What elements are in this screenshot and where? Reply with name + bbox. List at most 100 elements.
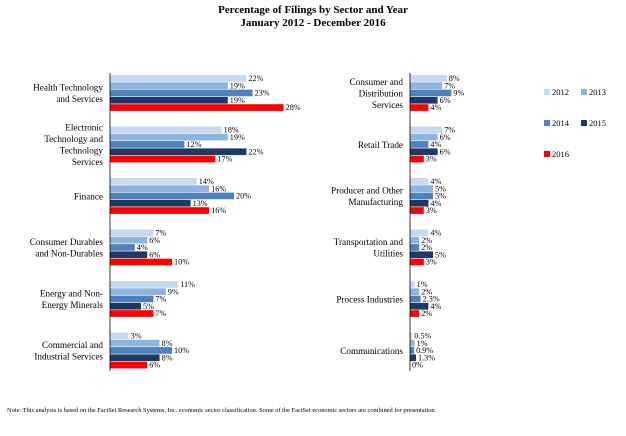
bar-2015	[410, 148, 438, 156]
category-label: Transportation and Utilities	[334, 237, 404, 259]
bar-2012	[110, 229, 154, 237]
data-label: 3%	[426, 155, 437, 164]
data-label: 4%	[430, 140, 441, 149]
bar-2015	[110, 302, 141, 310]
data-label: 16%	[211, 184, 226, 193]
legend-swatch-2016	[544, 151, 550, 157]
category-label: Finance	[74, 191, 103, 201]
data-label: 6%	[440, 147, 451, 156]
data-label: 22%	[248, 147, 263, 156]
data-label: 2%	[421, 287, 432, 296]
bar-2015	[410, 199, 429, 207]
chart-subtitle: January 2012 - December 2016	[240, 17, 386, 29]
bar-2014	[410, 347, 415, 354]
legend-label: 2012	[552, 87, 569, 97]
legend-swatch-2015	[581, 120, 587, 126]
data-label: 4%	[430, 199, 441, 208]
bar-2014	[410, 192, 433, 200]
bar-2013	[410, 82, 443, 89]
bar-2015	[410, 302, 429, 310]
bar-2016	[110, 207, 210, 214]
bar-2012	[410, 281, 415, 288]
bar-2015	[110, 251, 148, 259]
legend-swatch-2014	[544, 120, 550, 126]
chart-panel-left: Health Technology and Services22%19%23%19…	[30, 73, 301, 371]
bar-2016	[410, 258, 424, 266]
data-label: 2%	[421, 236, 432, 245]
data-label: 4%	[430, 103, 441, 112]
bar-2014	[110, 347, 172, 354]
bar-2014	[410, 244, 420, 251]
legend: 2012 2013 2014 2015 2016	[544, 87, 606, 159]
bar-2013	[410, 236, 420, 244]
bar-2012	[410, 75, 447, 82]
bar-2014	[110, 244, 135, 251]
data-label: 7%	[444, 81, 455, 90]
data-label: 9%	[453, 89, 464, 98]
legend-swatch-2012	[544, 89, 550, 95]
data-label: 19%	[230, 96, 245, 105]
legend-label: 2013	[589, 87, 606, 97]
category-label: Energy and Non-Energy Minerals	[40, 289, 104, 311]
data-label: 4%	[137, 243, 148, 252]
data-label: 5%	[143, 302, 154, 311]
bar-2016	[410, 155, 424, 163]
bar-2016	[110, 258, 172, 266]
data-label: 0.9%	[416, 346, 433, 355]
data-label: 28%	[286, 103, 301, 112]
bar-2013	[410, 339, 415, 347]
bar-2012	[110, 281, 179, 288]
bar-2014	[110, 192, 234, 200]
bar-2014	[410, 295, 421, 303]
bar-2012	[410, 229, 429, 237]
bar-2016	[410, 104, 429, 111]
bar-2014	[410, 89, 452, 97]
category-label: Electronic Technology and Technology Servic…	[44, 123, 103, 168]
category-label: Health Technology and Services	[33, 83, 103, 105]
bar-2014	[410, 141, 429, 148]
category-label: Communications	[340, 346, 403, 356]
data-label: 1%	[417, 280, 428, 289]
bar-2012	[110, 332, 129, 340]
bar-2013	[110, 288, 166, 295]
bar-2016	[110, 104, 284, 111]
data-label: 17%	[217, 155, 232, 164]
data-label: 5%	[435, 250, 446, 259]
data-label: 18%	[224, 126, 239, 135]
data-label: 20%	[236, 192, 251, 201]
data-label: 16%	[211, 206, 226, 215]
category-label: Consumer and Distribution Services	[350, 77, 404, 110]
bar-2013	[110, 82, 228, 89]
data-label: 0%	[412, 361, 423, 370]
bar-2012	[410, 126, 443, 134]
data-label: 14%	[199, 177, 214, 186]
legend-label: 2014	[552, 118, 570, 128]
bar-2013	[410, 185, 433, 192]
data-label: 4%	[430, 302, 441, 311]
footnote: Note: This analysis is based on the Fact…	[7, 407, 437, 414]
chart-panel-right: Consumer and Distribution Services8%7%9%6%…	[331, 73, 464, 371]
category-label: Consumer Durables and Non-Durables	[30, 237, 104, 259]
legend-swatch-2013	[581, 89, 587, 95]
data-label: 13%	[193, 199, 208, 208]
data-label: 3%	[426, 206, 437, 215]
data-label: 8%	[162, 339, 173, 348]
data-label: 19%	[230, 133, 245, 142]
bar-2012	[410, 178, 429, 185]
bar-2015	[110, 96, 228, 104]
data-label: 6%	[149, 361, 160, 370]
bar-2016	[110, 361, 148, 369]
data-label: 5%	[435, 184, 446, 193]
legend-label: 2016	[552, 149, 569, 159]
data-label: 6%	[440, 96, 451, 105]
data-label: 3%	[131, 332, 142, 341]
data-label: 8%	[449, 74, 460, 83]
data-label: 19%	[230, 81, 245, 90]
bar-2013	[110, 339, 160, 347]
bar-2014	[110, 141, 185, 148]
data-label: 10%	[174, 346, 189, 355]
data-label: 7%	[155, 309, 166, 318]
bar-2012	[110, 178, 197, 185]
bar-2016	[110, 310, 154, 317]
